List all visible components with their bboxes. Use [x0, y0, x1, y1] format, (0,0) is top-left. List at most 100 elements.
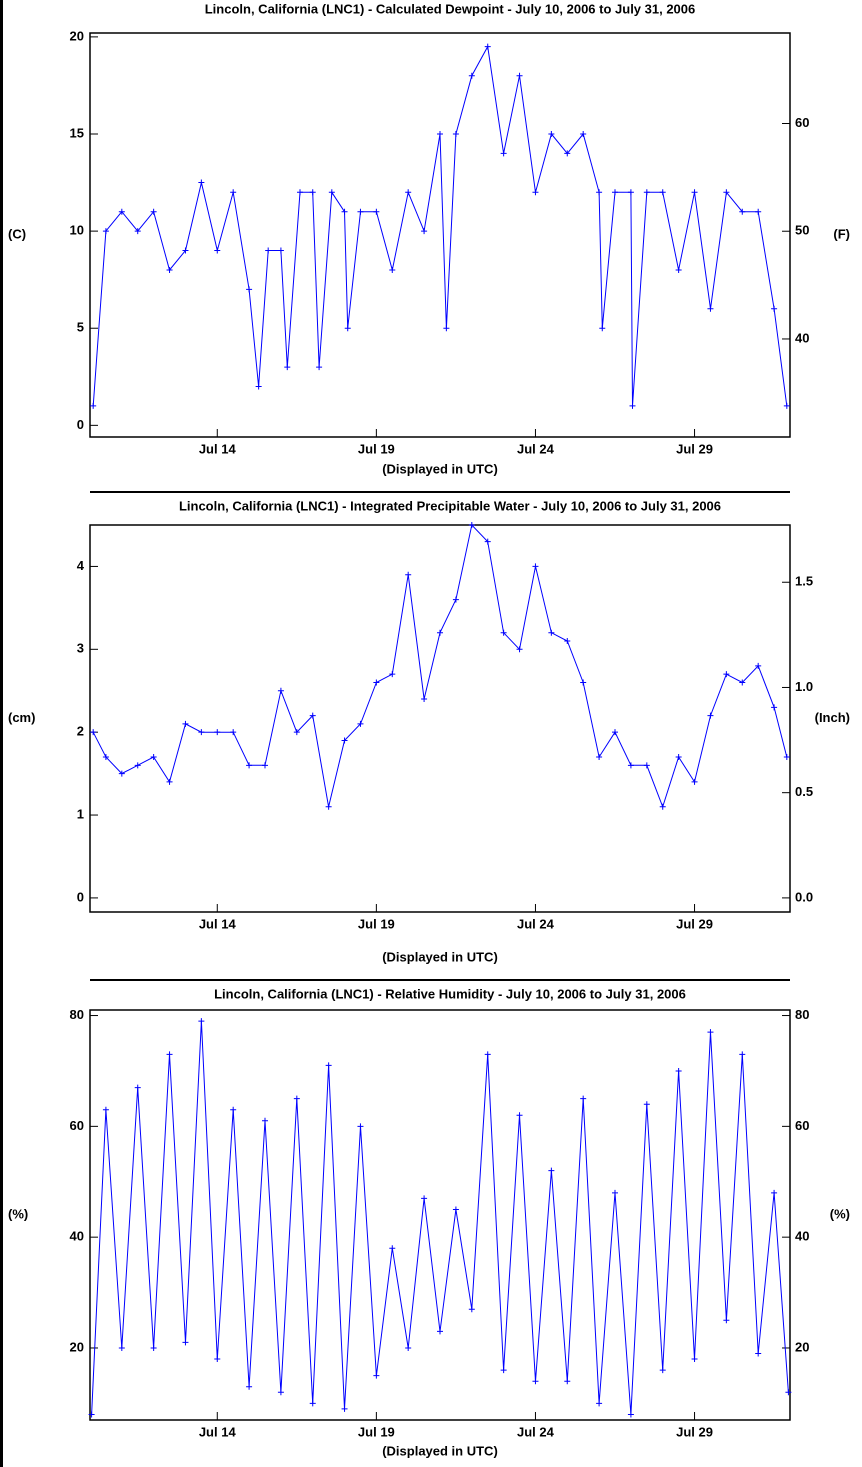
point-marker	[316, 364, 323, 371]
y2-tick-label: 80	[795, 1007, 809, 1022]
point-marker	[341, 1405, 348, 1412]
point-marker	[437, 131, 443, 137]
y2-tick-label: 1.0	[795, 679, 813, 694]
y2-tick-label: 0.0	[795, 889, 813, 904]
y2-tick-label: 1.5	[795, 574, 813, 589]
point-marker	[246, 1383, 253, 1390]
point-marker	[691, 189, 698, 196]
point-marker	[341, 208, 348, 215]
point-marker	[437, 1328, 443, 1335]
point-marker	[405, 1344, 412, 1351]
point-marker	[516, 646, 523, 653]
point-marker	[643, 189, 650, 196]
x-tick-label: Jul 19	[358, 916, 395, 931]
x-tick-label: Jul 19	[358, 441, 395, 456]
point-marker	[755, 208, 762, 215]
point-marker	[118, 770, 125, 777]
plot-frame	[89, 524, 791, 913]
point-marker	[484, 538, 491, 545]
y-tick-label: 40	[70, 1229, 84, 1244]
point-marker	[723, 1317, 730, 1324]
x-tick-label: Jul 29	[676, 441, 713, 456]
chart-title: Lincoln, California (LNC1) - Calculated …	[205, 1, 696, 16]
point-marker	[707, 1029, 714, 1036]
point-marker	[214, 729, 221, 736]
x-tick-label: Jul 14	[199, 1424, 237, 1439]
point-marker	[293, 1095, 300, 1102]
point-marker	[612, 1189, 618, 1196]
point-marker	[214, 247, 221, 254]
point-marker	[421, 1195, 428, 1202]
point-marker	[134, 228, 141, 235]
data-line	[92, 523, 788, 809]
y-axis-label: (C)	[8, 226, 26, 241]
y-tick-label: 80	[70, 1007, 84, 1022]
point-marker	[262, 1117, 268, 1124]
point-marker	[627, 762, 634, 769]
y-tick-label: 10	[70, 223, 84, 238]
point-marker	[548, 1167, 555, 1174]
point-marker	[771, 305, 778, 312]
point-marker	[675, 266, 682, 273]
data-line	[92, 45, 788, 406]
point-marker	[691, 1356, 698, 1363]
x-tick-label: Jul 29	[676, 1424, 713, 1439]
point-marker	[265, 247, 272, 254]
point-marker	[452, 131, 459, 137]
plot-frame	[89, 1009, 791, 1421]
x-tick-label: Jul 24	[517, 916, 555, 931]
x-tick-label: Jul 14	[199, 916, 237, 931]
point-marker	[198, 179, 205, 186]
point-marker	[564, 150, 571, 157]
point-marker	[166, 778, 173, 785]
x-axis-label: (Displayed in UTC)	[382, 949, 498, 964]
point-marker	[516, 72, 523, 79]
point-marker	[599, 325, 606, 332]
y-axis-label: (cm)	[8, 710, 35, 725]
y-tick-label: 5	[77, 320, 84, 335]
point-marker	[198, 1018, 205, 1025]
x-tick-label: Jul 29	[676, 916, 713, 931]
point-marker	[500, 629, 507, 636]
point-marker	[373, 679, 380, 686]
point-marker	[659, 189, 666, 196]
point-marker	[230, 1106, 237, 1113]
point-marker	[739, 1051, 746, 1058]
y-tick-label: 20	[70, 1339, 84, 1354]
point-marker	[230, 729, 237, 736]
point-marker	[166, 1051, 173, 1058]
y2-tick-label: 60	[795, 1118, 809, 1133]
point-marker	[357, 720, 364, 727]
point-marker	[277, 687, 284, 694]
point-marker	[134, 762, 141, 769]
point-marker	[389, 266, 396, 273]
point-marker	[90, 729, 97, 736]
point-marker	[580, 1095, 587, 1102]
point-marker	[643, 1101, 650, 1108]
chart-title: Lincoln, California (LNC1) - Integrated …	[179, 498, 721, 513]
point-marker	[643, 762, 650, 769]
point-marker	[373, 1372, 380, 1379]
point-marker	[246, 762, 253, 769]
point-marker	[691, 778, 698, 785]
point-marker	[500, 150, 507, 157]
point-marker	[532, 1378, 539, 1385]
chart-title: Lincoln, California (LNC1) - Relative Hu…	[214, 986, 686, 1001]
point-marker	[182, 1339, 189, 1346]
x-tick-label: Jul 24	[517, 441, 555, 456]
y2-tick-label: 50	[795, 223, 809, 238]
point-marker	[182, 720, 189, 727]
point-marker	[297, 189, 303, 196]
x-tick-label: Jul 24	[517, 1424, 555, 1439]
y2-tick-label: 0.5	[795, 784, 813, 799]
point-marker	[150, 754, 157, 761]
point-marker	[771, 1189, 778, 1196]
y2-tick-label: 20	[795, 1339, 809, 1354]
y-axis-label: (%)	[8, 1206, 28, 1221]
point-marker	[771, 704, 778, 711]
point-marker	[452, 1206, 459, 1213]
data-line	[91, 1021, 789, 1415]
point-marker	[723, 671, 730, 678]
point-marker	[785, 1389, 792, 1396]
